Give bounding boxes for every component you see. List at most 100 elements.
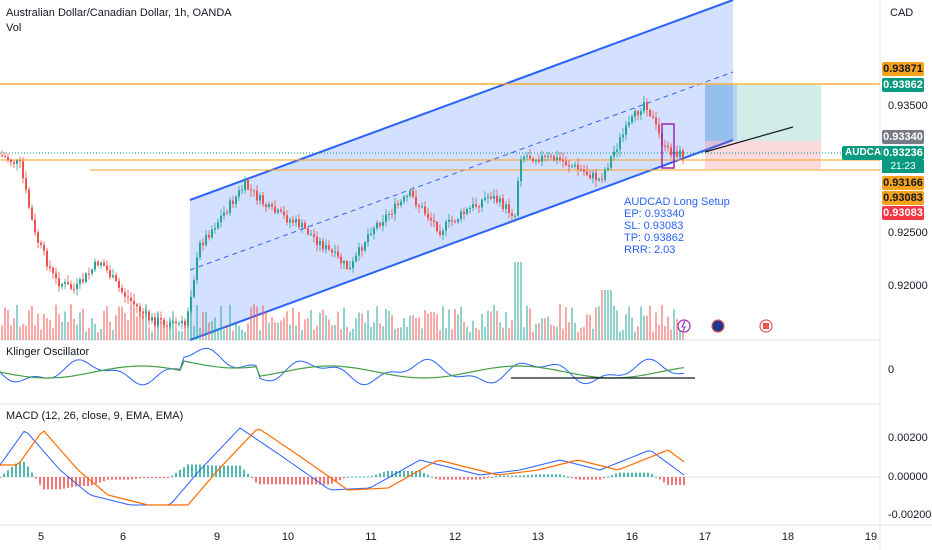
candle-body: [304, 222, 306, 229]
volume-bar: [628, 306, 630, 340]
volume-bar: [229, 304, 231, 340]
volume-bar: [7, 310, 9, 340]
candles-layer: [1, 95, 684, 330]
candle-body: [133, 300, 135, 305]
volume-bar: [43, 313, 45, 340]
volume-bar: [679, 330, 681, 340]
candle-body: [670, 147, 672, 156]
candle-body: [487, 196, 489, 198]
candle-body: [613, 151, 615, 157]
volume-bar: [151, 331, 153, 340]
macd-hist-bar: [579, 477, 581, 480]
macd-hist-bar: [123, 477, 125, 480]
candle-body: [286, 215, 288, 223]
volume-bar: [619, 331, 621, 340]
candle-body: [88, 273, 90, 275]
volume-bar: [331, 325, 333, 340]
macd-hist-bar: [23, 461, 25, 477]
date-label: 18: [781, 531, 795, 543]
volume-bar: [409, 315, 411, 340]
macd-hist-bar: [667, 477, 669, 485]
candle-body: [100, 262, 102, 266]
candle-body: [247, 180, 249, 190]
stop-price-tag: 0.93083: [882, 191, 924, 205]
candle-body: [388, 213, 390, 215]
volume-bar: [259, 330, 261, 340]
volume-bar: [376, 306, 378, 340]
volume-bar: [400, 327, 402, 340]
volume-bar: [526, 305, 528, 340]
macd-hist-bar: [331, 477, 333, 484]
candle-body: [553, 156, 555, 161]
volume-bar: [172, 311, 174, 340]
candle-body: [127, 296, 129, 298]
macd-hist-bar: [159, 477, 161, 478]
macd-hist-bar: [651, 474, 653, 477]
macd-hist-bar: [403, 470, 405, 477]
candle-body: [331, 249, 333, 253]
candle-body: [373, 228, 375, 234]
macd-hist-bar: [75, 477, 77, 487]
volume-bar: [25, 325, 27, 340]
macd-hist-bar: [663, 477, 665, 483]
volume-bar: [427, 313, 429, 340]
volume-bar: [394, 328, 396, 340]
candle-body: [118, 280, 120, 288]
volume-bar: [106, 305, 108, 340]
volume-bar: [367, 310, 369, 340]
volume-bar: [328, 319, 330, 340]
candle-body: [667, 145, 669, 148]
candle-body: [130, 297, 132, 301]
macd-hist-bar: [0, 477, 1, 478]
candle-body: [319, 241, 321, 245]
volume-bar: [634, 331, 636, 340]
macd-hist-bar: [443, 477, 445, 480]
candle-body: [193, 280, 195, 297]
volume-bar: [343, 307, 345, 340]
macd-hist-bar: [143, 477, 145, 478]
candle-body: [253, 190, 255, 192]
candle-body: [574, 164, 576, 167]
macd-hist-bar: [483, 477, 485, 479]
volume-bar: [493, 304, 495, 340]
macd-hist-bar: [631, 472, 633, 477]
macd-hist-bar: [659, 477, 661, 480]
candle-body: [580, 169, 582, 171]
volume-bar: [82, 308, 84, 340]
candle-body: [544, 155, 546, 157]
volume-bar: [511, 320, 513, 340]
macd-hist-bar: [39, 477, 41, 485]
candle-body: [73, 288, 75, 290]
candle-body: [283, 211, 285, 216]
volume-bar: [556, 327, 558, 340]
macd-hist-bar: [139, 477, 141, 479]
volume-bar: [388, 310, 390, 340]
macd-hist-bar: [523, 475, 525, 477]
volume-bar: [157, 311, 159, 340]
volume-bar: [193, 326, 195, 340]
macd-hist-bar: [323, 477, 325, 485]
macd-hist-bar: [359, 476, 361, 478]
target-price-tag: 0.93862: [882, 78, 924, 92]
macd-hist-bar: [679, 477, 681, 485]
candle-body: [427, 213, 429, 219]
entry-highlight: [705, 85, 737, 141]
volume-bar: [373, 322, 375, 340]
volume-bar: [499, 322, 501, 340]
volume-bar: [370, 327, 372, 340]
trend-line: [704, 126, 794, 153]
volume-bar: [241, 329, 243, 340]
volume-bar: [355, 318, 357, 340]
event-lightning-icon: [677, 319, 691, 333]
candle-body: [181, 320, 183, 324]
volume-bar: [622, 329, 624, 340]
date-label: 6: [119, 531, 127, 543]
candle-body: [655, 117, 657, 125]
candle-body: [139, 306, 141, 312]
candle-body: [274, 206, 276, 213]
macd-hist-bar: [459, 477, 461, 480]
macd-hist-bar: [475, 477, 477, 480]
volume-bar: [256, 306, 258, 340]
macd-hist-bar: [607, 476, 609, 478]
